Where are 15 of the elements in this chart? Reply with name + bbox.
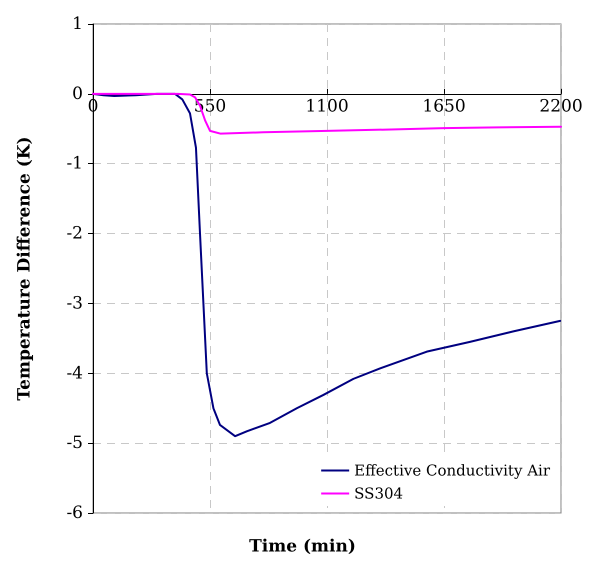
x-tick-label: 1100 (305, 96, 349, 116)
legend-label: SS304 (354, 484, 404, 502)
y-tick-label: -2 (66, 224, 83, 244)
y-tick-label: -3 (66, 293, 83, 314)
x-tick-label: 2200 (539, 96, 583, 116)
y-tick-label: -5 (66, 433, 83, 454)
x-axis-title: Time (min) (249, 536, 356, 556)
y-tick-label: 0 (72, 84, 83, 104)
y-tick-label: -1 (66, 154, 83, 174)
y-tick-label: 1 (72, 14, 83, 34)
y-tick-label: -6 (66, 503, 83, 523)
x-tick-label: 1650 (422, 96, 466, 116)
legend-label: Effective Conductivity Air (354, 462, 551, 480)
y-tick-label: -4 (66, 363, 83, 384)
y-axis-title: Temperature Difference (K) (14, 136, 34, 401)
